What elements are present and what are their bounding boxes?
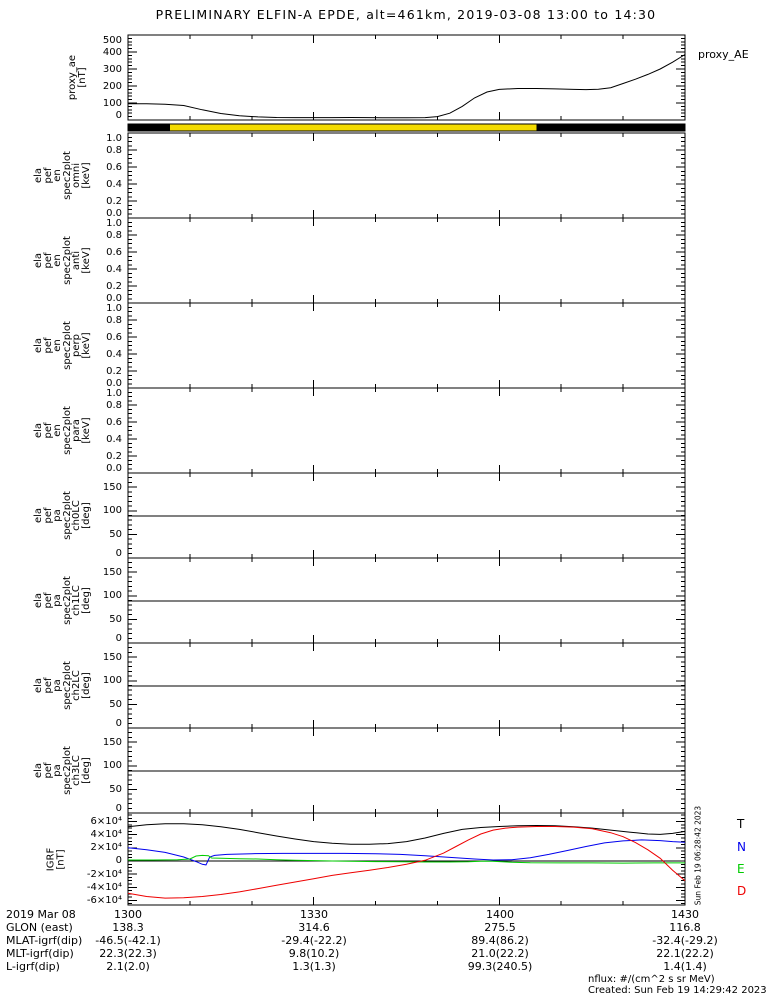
footer-value: -46.5(-42.1) xyxy=(95,934,161,947)
y-tick-label: 150 xyxy=(102,736,122,748)
y-tick-label: 0.8 xyxy=(106,229,122,241)
footer-row-time: 2019 Mar 08 1300 1330 1400 1430 xyxy=(0,908,775,921)
igrf-legend-E: E xyxy=(737,862,745,876)
footer-value: -29.4(-22.2) xyxy=(281,934,347,947)
y-tick-label: 150 xyxy=(102,566,122,578)
y-tick-label: 1.0 xyxy=(106,217,122,229)
y-tick-label: -6×10⁴ xyxy=(86,894,122,906)
y-tick-label: 0.4 xyxy=(106,178,122,190)
proxy-ae-legend: proxy_AE xyxy=(698,48,749,61)
y-tick-label: 100 xyxy=(102,675,122,687)
side-timestamp: Sun Feb 19 06:28:42 2023 xyxy=(693,805,703,906)
y-tick-label: 0.2 xyxy=(106,365,122,377)
x-tick-label: 1330 xyxy=(300,908,328,921)
footer-value: 99.3(240.5) xyxy=(467,960,533,973)
footer-row-label: MLT-igrf(dip) xyxy=(6,947,74,960)
y-tick-label: 6×10⁴ xyxy=(90,816,122,828)
x-tick-label: 1430 xyxy=(671,908,699,921)
igrf-legend-D: D xyxy=(737,884,747,898)
footer-value: -32.4(-29.2) xyxy=(652,934,718,947)
y-tick-label: 0.6 xyxy=(106,331,122,343)
y-tick-label: 0.8 xyxy=(106,314,122,326)
footer-value: 89.4(86.2) xyxy=(471,934,529,947)
y-tick-label: 500 xyxy=(102,34,122,46)
y-tick-label: 0 xyxy=(115,802,122,814)
y-tick-label: 100 xyxy=(102,760,122,772)
y-tick-label: 150 xyxy=(102,481,122,493)
igrf-legend-N: N xyxy=(737,840,746,854)
y-tick-label: 0.0 xyxy=(106,292,122,304)
x-tick-label: 1400 xyxy=(486,908,514,921)
footer-row-glon: GLON (east) 138.3 314.6 275.5 116.8 xyxy=(0,921,775,934)
y-tick-label: 0.8 xyxy=(106,144,122,156)
y-tick-label: 400 xyxy=(102,46,122,58)
footer-value: 21.0(22.2) xyxy=(471,947,529,960)
created-stamp: Created: Sun Feb 19 14:29:42 2023 xyxy=(588,985,767,996)
y-tick-label: 2×10⁴ xyxy=(90,842,122,854)
footer-value: 275.5 xyxy=(484,921,516,934)
y-tick-label: 50 xyxy=(109,698,122,710)
y-tick-label: 0.6 xyxy=(106,246,122,258)
footer-value: 9.8(10.2) xyxy=(288,947,340,960)
y-tick-label: 1.0 xyxy=(106,132,122,144)
y-tick-label: 0 xyxy=(115,632,122,644)
y-tick-label: -2×10⁴ xyxy=(86,868,122,880)
igrf-legend-T: T xyxy=(737,817,745,831)
y-tick-label: 0 xyxy=(115,855,122,867)
y-tick-label: -4×10⁴ xyxy=(86,881,122,893)
D-line xyxy=(127,826,686,899)
x-tick-label: 1300 xyxy=(114,908,142,921)
footer-row-label: GLON (east) xyxy=(6,921,73,934)
y-tick-label: 0.6 xyxy=(106,161,122,173)
footer-row-label: L-igrf(dip) xyxy=(6,960,60,973)
footer-value: 2.1(2.0) xyxy=(106,960,150,973)
y-tick-label: 50 xyxy=(109,613,122,625)
y-tick-label: 100 xyxy=(102,590,122,602)
y-tick-label: 0.4 xyxy=(106,433,122,445)
footer-row-lshell: L-igrf(dip) 2.1(2.0) 1.3(1.3) 99.3(240.5… xyxy=(0,960,775,973)
y-tick-label: 100 xyxy=(102,97,122,109)
footer-row-mlat: MLAT-igrf(dip) -46.5(-42.1) -29.4(-22.2)… xyxy=(0,934,775,947)
y-tick-label: 0.2 xyxy=(106,450,122,462)
proxy_ae-line xyxy=(128,54,686,119)
y-tick-label: 0.0 xyxy=(106,207,122,219)
y-tick-label: 0.6 xyxy=(106,416,122,428)
y-tick-label: 50 xyxy=(109,528,122,540)
footer-row-mlt: MLT-igrf(dip) 22.3(22.3) 9.8(10.2) 21.0(… xyxy=(0,947,775,960)
y-tick-label: 0 xyxy=(115,717,122,729)
page-title: PRELIMINARY ELFIN-A EPDE, alt=461km, 201… xyxy=(155,7,657,22)
y-tick-label: 0 xyxy=(115,547,122,559)
footer-value: 138.3 xyxy=(112,921,144,934)
y-tick-label: 0.4 xyxy=(106,348,122,360)
units-note: nflux: #/(cm^2 s sr MeV) xyxy=(588,974,715,985)
T-line xyxy=(127,823,686,845)
y-tick-label: 300 xyxy=(102,63,122,75)
y-tick-label: 100 xyxy=(102,505,122,517)
y-tick-label: 0.2 xyxy=(106,280,122,292)
y-tick-label: 4×10⁴ xyxy=(90,829,122,841)
footer-value: 314.6 xyxy=(298,921,330,934)
E-line xyxy=(128,854,685,864)
footer-value: 22.3(22.3) xyxy=(99,947,157,960)
y-tick-label: 1.0 xyxy=(106,387,122,399)
y-tick-label: 0.4 xyxy=(106,263,122,275)
y-tick-label: 0.2 xyxy=(106,195,122,207)
N-line xyxy=(127,839,686,866)
footer-row-label: 2019 Mar 08 xyxy=(6,908,76,921)
footer-value: 116.8 xyxy=(669,921,701,934)
footer-row-label: MLAT-igrf(dip) xyxy=(6,934,83,947)
y-tick-label: 200 xyxy=(102,80,122,92)
footer-value: 1.4(1.4) xyxy=(663,960,707,973)
y-tick-label: 0 xyxy=(115,109,122,121)
y-tick-label: 150 xyxy=(102,651,122,663)
y-tick-label: 50 xyxy=(109,783,122,795)
footer-value: 22.1(22.2) xyxy=(656,947,714,960)
y-tick-label: 0.8 xyxy=(106,399,122,411)
y-tick-label: 1.0 xyxy=(106,302,122,314)
y-tick-label: 0.0 xyxy=(106,377,122,389)
y-tick-label: 0.0 xyxy=(106,462,122,474)
footer-value: 1.3(1.3) xyxy=(292,960,336,973)
